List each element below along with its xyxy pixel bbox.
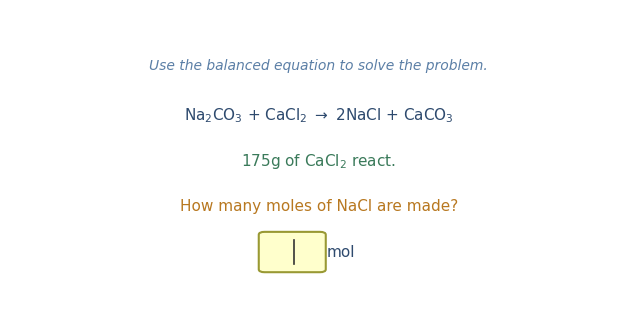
Text: Use the balanced equation to solve the problem.: Use the balanced equation to solve the p… — [149, 59, 488, 73]
Text: mol: mol — [327, 245, 355, 259]
Text: 175g of CaCl$_2$ react.: 175g of CaCl$_2$ react. — [241, 152, 396, 171]
FancyBboxPatch shape — [259, 232, 326, 272]
Text: Na$_2$CO$_3$ + CaCl$_2$ $\rightarrow$ 2NaCl + CaCO$_3$: Na$_2$CO$_3$ + CaCl$_2$ $\rightarrow$ 2N… — [184, 107, 453, 125]
Text: How many moles of NaCl are made?: How many moles of NaCl are made? — [180, 199, 458, 214]
